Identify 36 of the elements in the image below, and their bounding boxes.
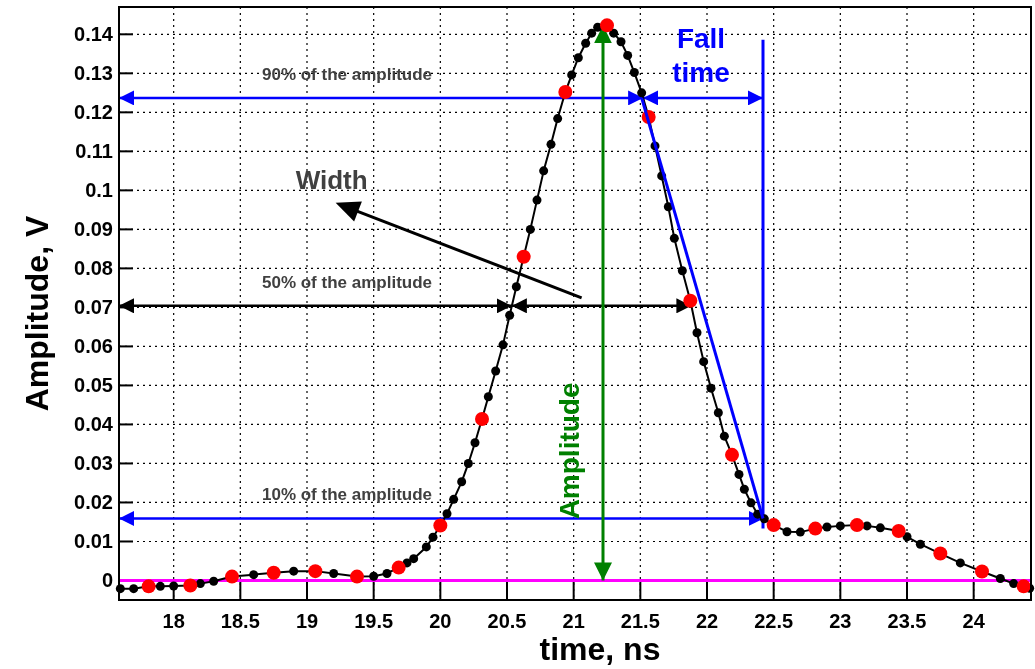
x-tick-label: 22.5	[754, 610, 794, 632]
x-tick-label: 18	[162, 610, 185, 632]
ref-line-label: 50% of the amplitude	[261, 272, 433, 292]
x-tick-label: 21.5	[620, 610, 660, 632]
ref-line-label: Amplitude	[554, 382, 585, 520]
y-tick-label: 0.07	[74, 296, 113, 319]
x-tick-label: 19	[295, 610, 319, 632]
x-tick-label: 18.5	[220, 610, 260, 632]
y-tick-label: 0.01	[74, 530, 113, 553]
y-tick-label: 0.06	[74, 335, 113, 358]
x-tick-label: 21	[562, 610, 585, 632]
x-tick-label: 20	[429, 610, 452, 632]
annotation: Width	[295, 164, 368, 195]
ref-line-label: 90% of the amplitude	[261, 64, 433, 84]
y-tick-label: 0.03	[74, 452, 113, 475]
y-axis-title: Amplitude, V	[19, 215, 55, 412]
x-tick-label: 20.5	[487, 610, 527, 632]
x-tick-label: 23	[829, 610, 852, 632]
y-tick-label: 0	[101, 569, 113, 592]
y-tick-label: 0.1	[85, 179, 113, 202]
ref-line-label: 10% of the amplitude	[261, 485, 433, 505]
x-tick-label: 19.5	[354, 610, 394, 632]
y-tick-label: 0.13	[74, 62, 113, 85]
y-tick-label: 0.14	[74, 23, 114, 46]
y-tick-label: 0.12	[74, 101, 113, 124]
x-tick-label: 23.5	[887, 610, 927, 632]
x-tick-label: 22	[695, 610, 719, 632]
y-tick-label: 0.09	[74, 218, 113, 241]
y-tick-label: 0.05	[74, 374, 113, 397]
y-tick-label: 0.02	[74, 491, 113, 514]
x-axis-title: time, ns	[539, 631, 661, 667]
ref-line-label: Fall time	[672, 23, 730, 88]
x-tick-label: 24	[962, 610, 986, 632]
y-tick-label: 0.04	[74, 413, 114, 436]
y-tick-label: 0.08	[74, 257, 113, 280]
y-tick-label: 0.11	[75, 140, 113, 163]
